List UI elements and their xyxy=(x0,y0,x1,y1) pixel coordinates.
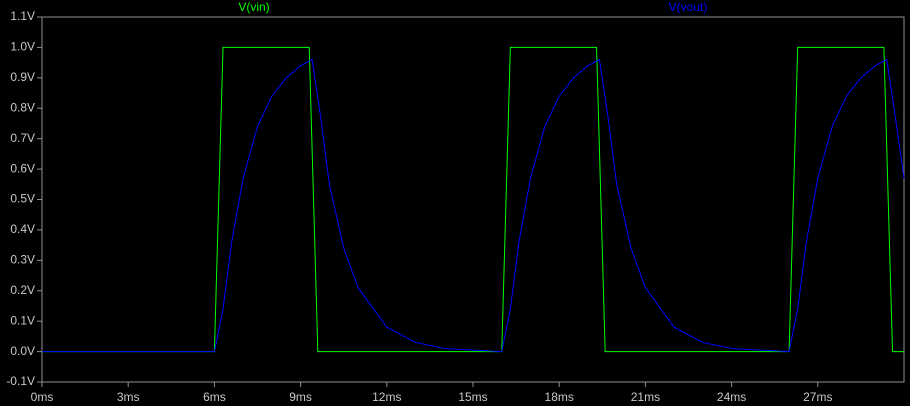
x-tick-label: 6ms xyxy=(203,390,226,404)
x-tick-label: 15ms xyxy=(458,390,487,404)
y-tick-label: 0.9V xyxy=(10,70,35,84)
x-tick-label: 3ms xyxy=(117,390,140,404)
y-tick-label: 0.8V xyxy=(10,100,35,114)
y-tick-label: 0.7V xyxy=(10,131,35,145)
legend-label: V(vin) xyxy=(238,0,269,14)
series-line xyxy=(42,58,905,353)
x-tick-label: 27ms xyxy=(803,390,832,404)
legend-label: V(vout) xyxy=(669,0,708,14)
y-tick-label: 0.0V xyxy=(10,344,35,358)
y-tick-label: -0.1V xyxy=(6,374,35,388)
y-tick-label: 0.1V xyxy=(10,313,35,327)
x-tick-label: 9ms xyxy=(289,390,312,404)
x-tick-label: 0ms xyxy=(31,390,54,404)
series-line xyxy=(42,46,904,353)
y-tick-label: 1.1V xyxy=(10,9,35,23)
y-tick-label: 1.0V xyxy=(10,40,35,54)
y-tick-label: 0.4V xyxy=(10,222,35,236)
y-tick-label: 0.2V xyxy=(10,283,35,297)
plot-frame xyxy=(41,16,905,383)
y-tick-label: 0.3V xyxy=(10,253,35,267)
y-tick-label: 0.5V xyxy=(10,192,35,206)
x-tick-label: 12ms xyxy=(372,390,401,404)
x-tick-label: 24ms xyxy=(717,390,746,404)
x-tick-label: 18ms xyxy=(545,390,574,404)
x-tick-label: 21ms xyxy=(631,390,660,404)
y-tick-label: 0.6V xyxy=(10,161,35,175)
